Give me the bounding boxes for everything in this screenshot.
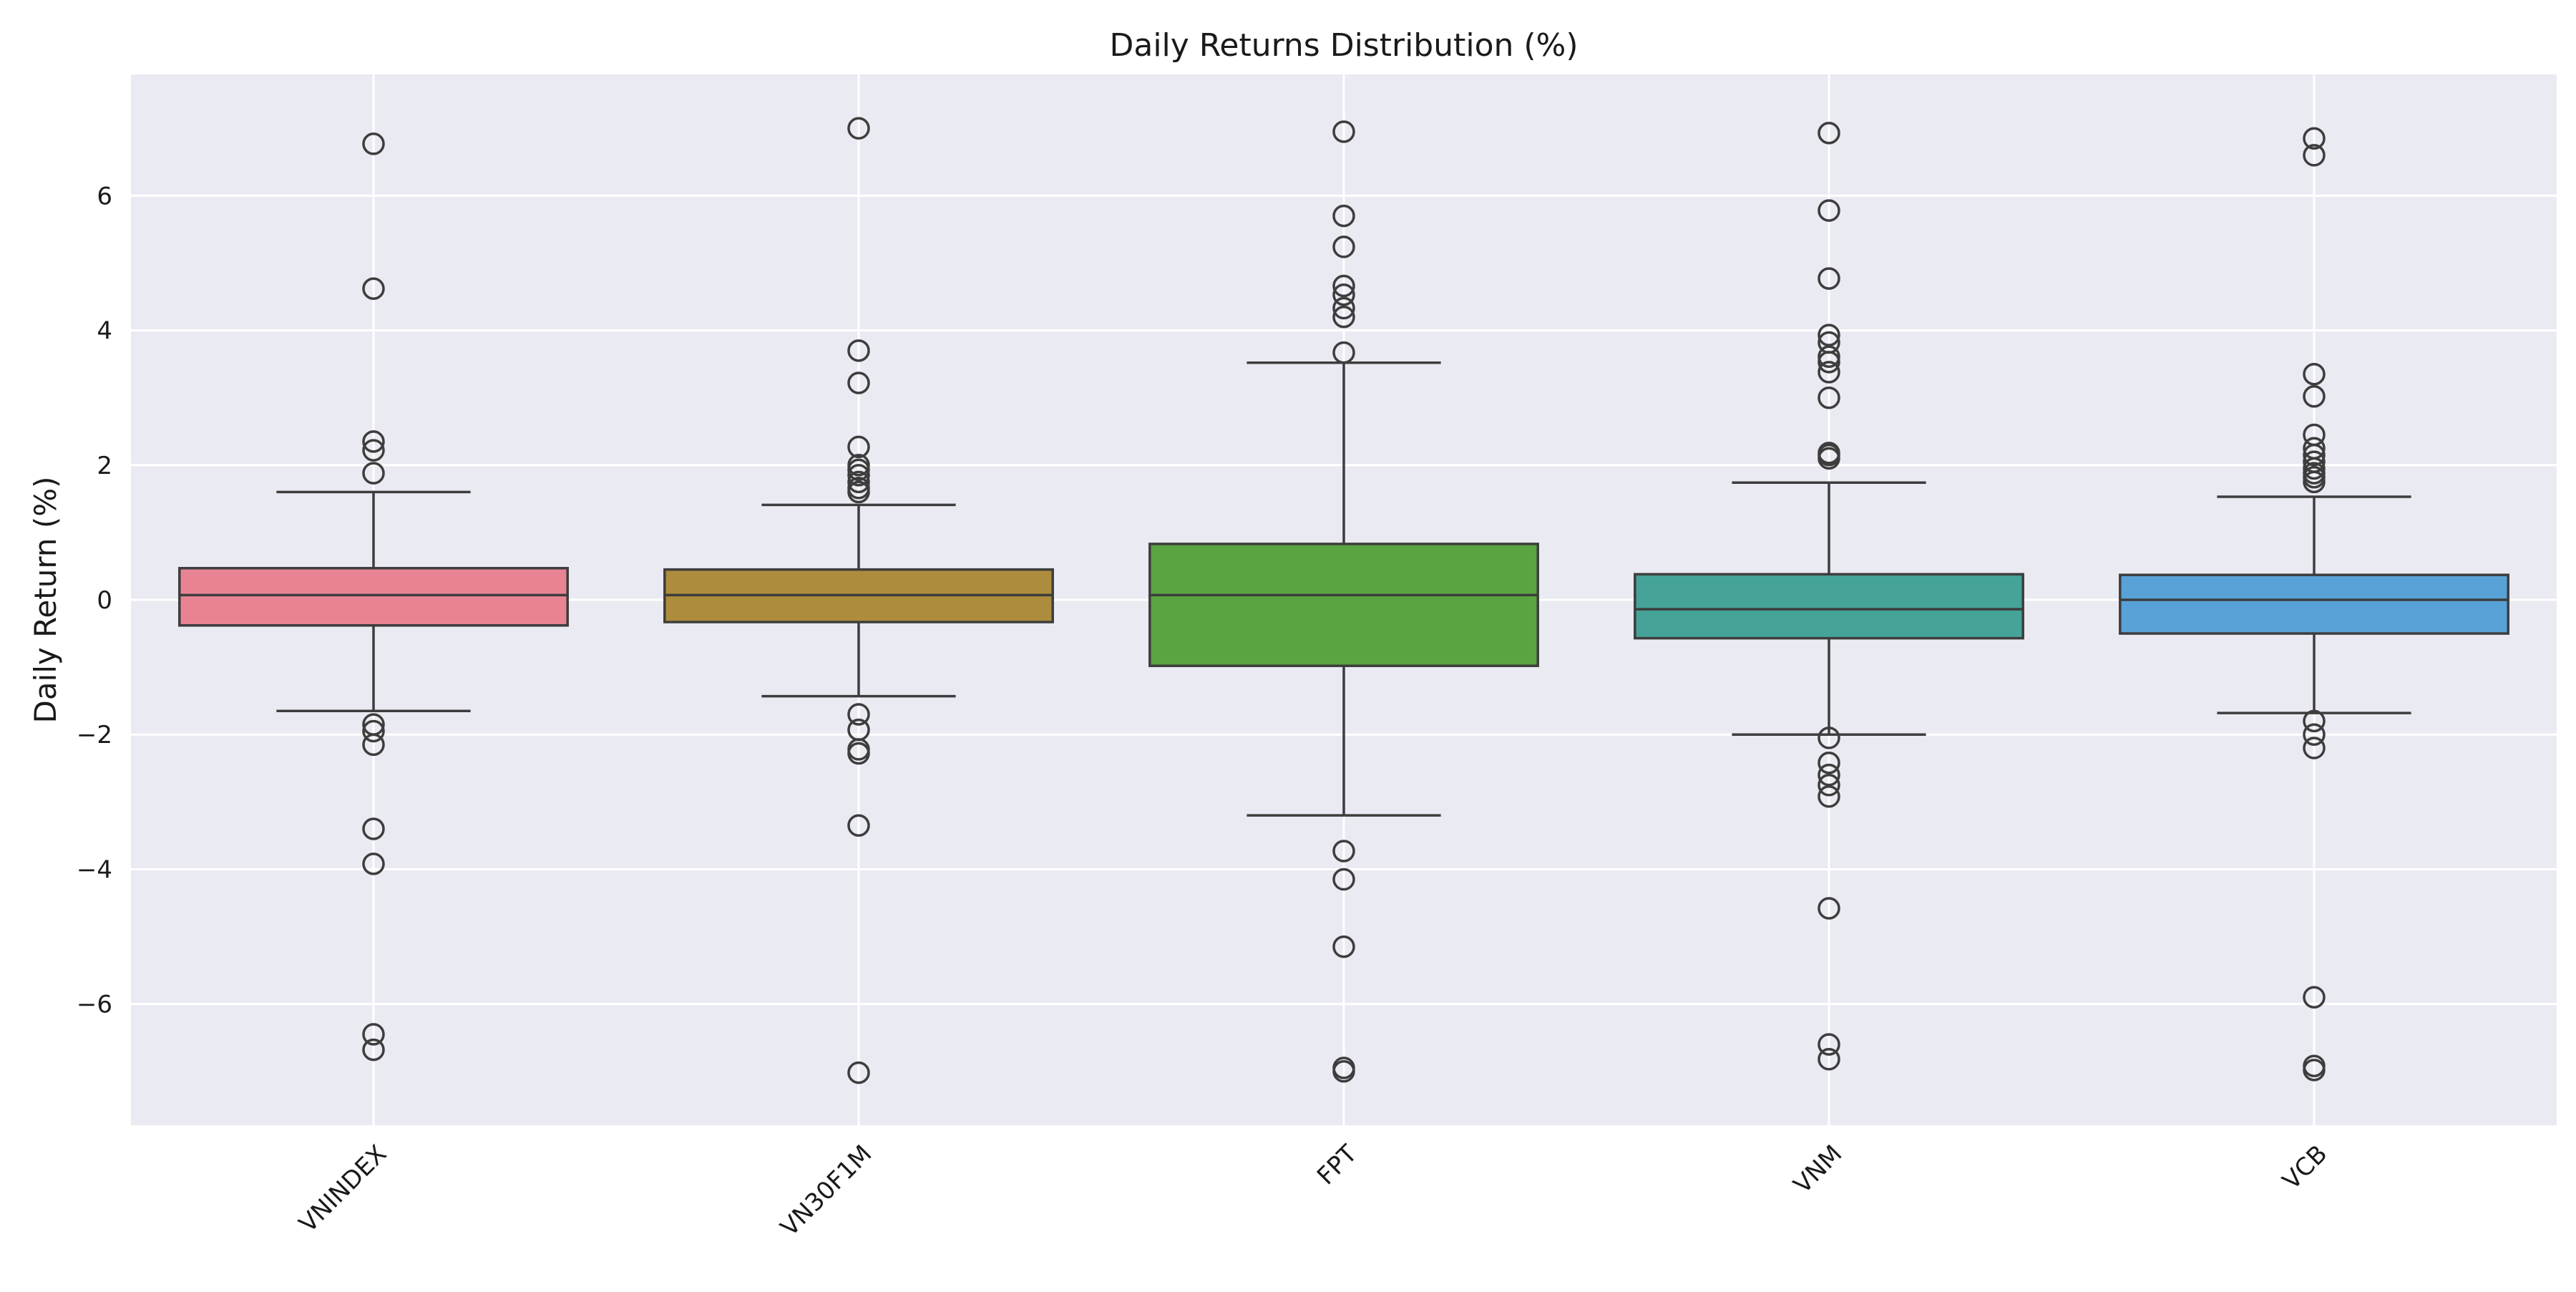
y-axis-label: Daily Return (%) [28, 476, 63, 723]
outlier-point [2303, 385, 2326, 408]
outlier-point [847, 742, 870, 765]
box-group-vcb [2119, 127, 2509, 1082]
outlier-point [2303, 1059, 2326, 1082]
outlier-point [1818, 751, 1840, 774]
outlier-point [847, 703, 870, 726]
box-group-vnindex [178, 132, 569, 1062]
outlier-point [1818, 345, 1840, 369]
outlier-point [362, 430, 385, 453]
outlier-point [362, 277, 385, 300]
box [2119, 573, 2509, 635]
outlier-point [362, 1023, 385, 1046]
outlier-point [2303, 127, 2326, 150]
outlier-point [2303, 144, 2326, 167]
outlier-point [362, 853, 385, 875]
box [1148, 543, 1539, 667]
outlier-point [362, 1038, 385, 1062]
outlier-point [362, 817, 385, 840]
box-group-fpt [1148, 120, 1539, 1083]
outlier-point [1818, 763, 1840, 787]
outlier-point [1332, 868, 1355, 891]
y-tick-label: −2 [77, 721, 112, 749]
x-tick-label: VN30F1M [775, 1140, 877, 1242]
outlier-point [1818, 897, 1840, 920]
outlier-point [1332, 1059, 1355, 1083]
outlier-point [847, 464, 870, 487]
outlier-point [2303, 723, 2326, 746]
outlier-point [2303, 363, 2326, 386]
outlier-point [1332, 935, 1355, 958]
outlier-point [362, 462, 385, 485]
outlier-point [2303, 709, 2326, 733]
outlier-point [1818, 727, 1840, 749]
outlier-point [847, 339, 870, 362]
outlier-point [1818, 324, 1840, 346]
y-tick-label: 0 [97, 586, 112, 615]
outlier-point [1818, 1033, 1840, 1056]
outlier-point [1818, 267, 1840, 290]
outlier-point [362, 439, 385, 462]
y-tick-label: 6 [97, 182, 112, 210]
box-group-vn30f1m [663, 117, 1054, 1084]
outlier-point [1818, 386, 1840, 409]
chart-title: Daily Returns Distribution (%) [1109, 27, 1578, 64]
outlier-point [362, 132, 385, 155]
outlier-point [1818, 774, 1840, 797]
x-tick-label: VNINDEX [293, 1140, 392, 1238]
outlier-point [847, 435, 870, 459]
outlier-point [1332, 204, 1355, 228]
x-tick-label: FPT [1312, 1140, 1362, 1190]
outlier-point [1818, 199, 1840, 222]
y-tick-label: 4 [97, 317, 112, 346]
outlier-point [847, 1061, 870, 1084]
outlier-point [1332, 283, 1355, 306]
box [1634, 573, 2024, 640]
outlier-point [2303, 737, 2326, 759]
outlier-point [1818, 785, 1840, 808]
outlier-point [1332, 274, 1355, 298]
y-tick-label: −6 [77, 991, 112, 1019]
box [178, 567, 569, 627]
outlier-point [2303, 443, 2326, 467]
outlier-point [1332, 235, 1355, 258]
outlier-point [1332, 840, 1355, 863]
y-tick-label: 2 [97, 452, 112, 480]
outlier-point [1332, 120, 1355, 143]
outlier-point [1818, 122, 1840, 145]
outlier-point [1332, 341, 1355, 364]
x-tick-label: VCB [2277, 1140, 2333, 1195]
boxes [178, 117, 2509, 1084]
y-tick-label: −4 [77, 855, 112, 884]
outlier-point [362, 719, 385, 743]
outlier-point [2303, 986, 2326, 1009]
outlier-point [1818, 361, 1840, 384]
outlier-point [847, 117, 870, 140]
outlier-point [2303, 470, 2326, 494]
box-group-vnm [1634, 122, 2024, 1071]
outlier-point [847, 480, 870, 504]
outlier-point [847, 814, 870, 837]
outlier-point [1818, 447, 1840, 470]
outlier-point [1818, 351, 1840, 374]
x-tick-label: VNM [1788, 1140, 1848, 1199]
outlier-point [1818, 1048, 1840, 1071]
outlier-point [847, 470, 870, 494]
outlier-point [1332, 306, 1355, 329]
outlier-point [847, 371, 870, 394]
outlier-point [1332, 296, 1355, 320]
outlier-point [362, 733, 385, 757]
outlier-point [847, 458, 870, 482]
